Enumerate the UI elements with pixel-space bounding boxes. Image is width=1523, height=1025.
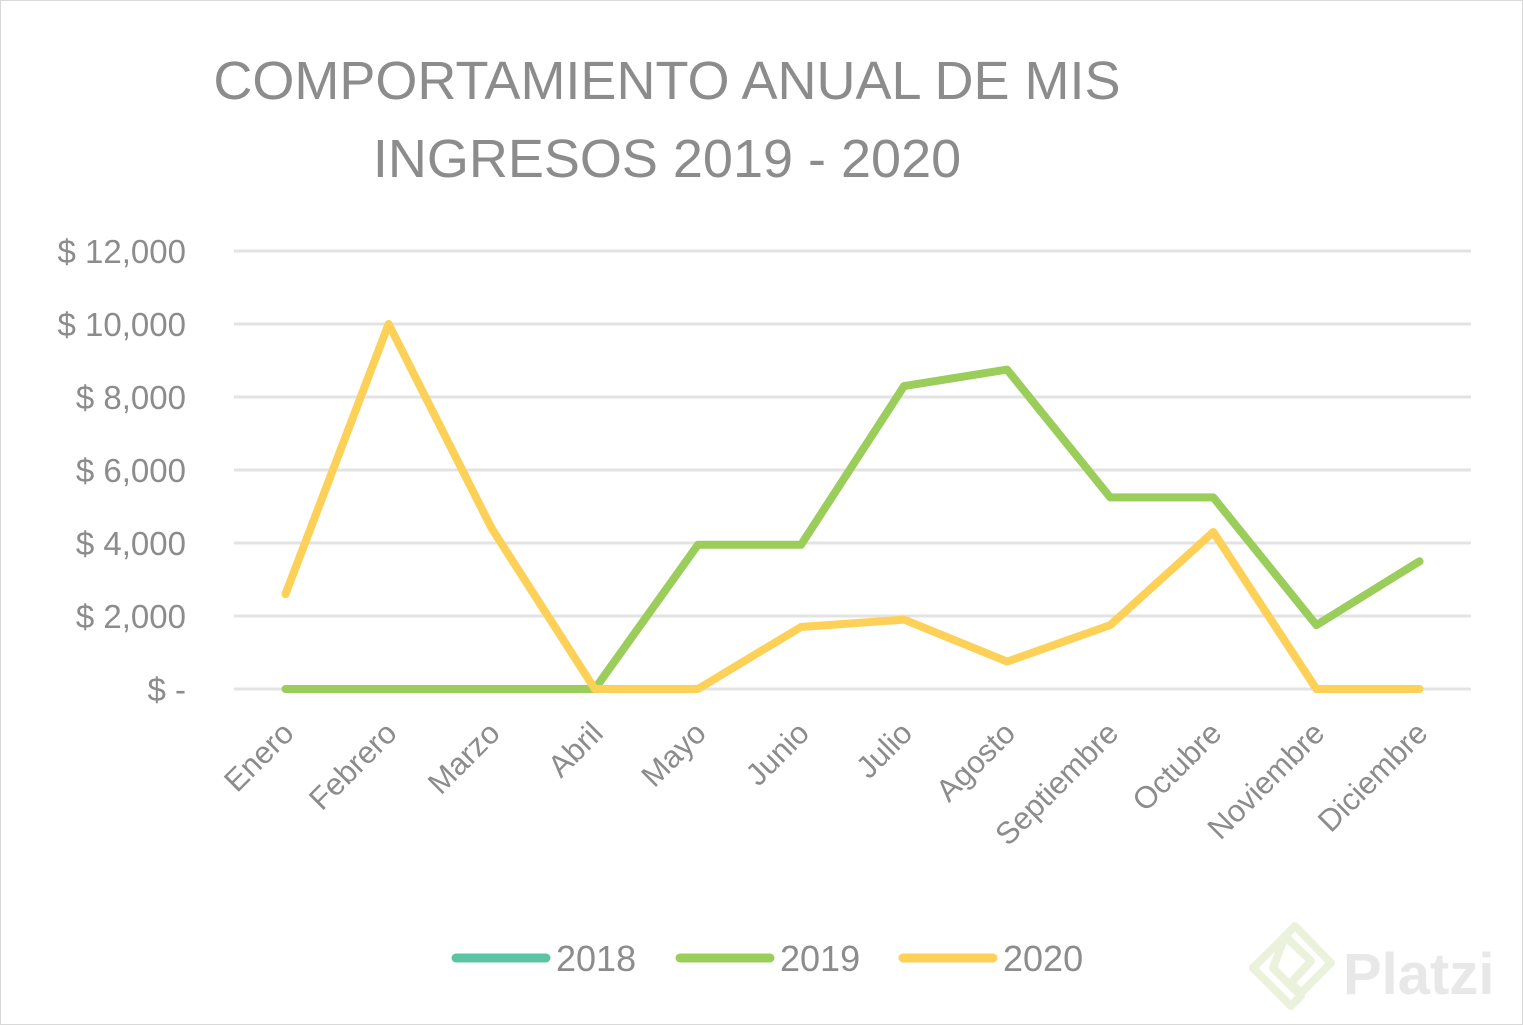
legend: 2018 2019 2020: [451, 938, 1083, 979]
x-tick-label: Febrero: [302, 715, 404, 817]
x-tick-label: Marzo: [421, 715, 507, 801]
y-tick-label: $ -: [147, 671, 186, 708]
chart-title-line-2: INGRESOS 2019 - 2020: [373, 129, 961, 189]
x-tick-label: Octubre: [1126, 715, 1229, 818]
y-tick-label: $ 12,000: [58, 233, 186, 270]
x-tick-label: Agosto: [929, 715, 1022, 808]
series-line-2020: [281, 320, 1424, 693]
x-tick-label: Abril: [541, 715, 610, 784]
gridlines: [234, 249, 1471, 691]
x-tick-label: Enero: [217, 715, 300, 798]
series-lines: [281, 320, 1424, 693]
platzi-watermark: Platzi: [1249, 922, 1495, 1010]
y-tick-label: $ 6,000: [76, 452, 186, 489]
x-tick-label: Julio: [849, 715, 919, 785]
x-tick-label: Junio: [739, 715, 816, 792]
series-line-2019: [281, 365, 1424, 693]
y-tick-label: $ 8,000: [76, 379, 186, 416]
platzi-logo-icon: [1249, 922, 1335, 1010]
x-tick-label: Mayo: [634, 715, 712, 793]
y-axis-labels: $ - $ 2,000 $ 4,000 $ 6,000 $ 8,000 $ 10,000 $…: [58, 233, 186, 708]
legend-label-2019: 2019: [780, 938, 860, 979]
x-tick-label: Diciembre: [1311, 715, 1434, 838]
legend-label-2018: 2018: [556, 938, 636, 979]
y-tick-label: $ 10,000: [58, 306, 186, 343]
chart-title: COMPORTAMIENTO ANUAL DE MIS INGRESOS 201…: [213, 51, 1120, 189]
y-tick-label: $ 2,000: [76, 598, 186, 635]
x-axis-labels: Enero Febrero Marzo Abril Mayo Junio Julio Agos…: [217, 715, 1434, 852]
legend-label-2020: 2020: [1003, 938, 1083, 979]
chart-title-line-1: COMPORTAMIENTO ANUAL DE MIS: [213, 51, 1120, 111]
watermark-text: Platzi: [1343, 942, 1495, 1007]
y-tick-label: $ 4,000: [76, 525, 186, 562]
